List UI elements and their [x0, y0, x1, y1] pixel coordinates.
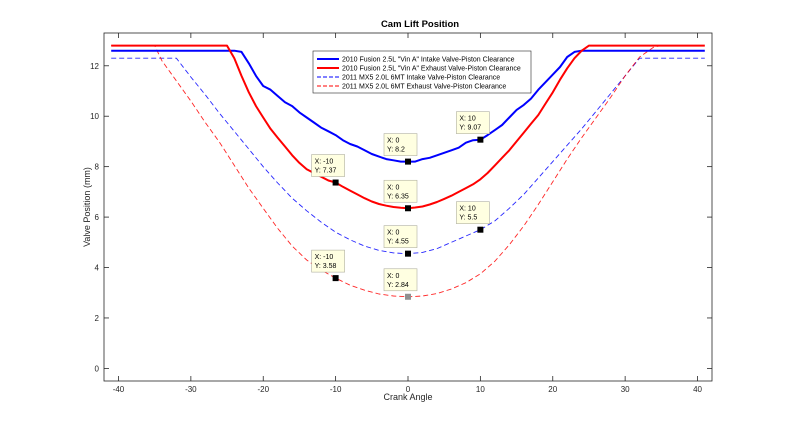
y-tick-label: 10: [90, 112, 99, 121]
data-tip-y: Y: 9.07: [459, 125, 481, 132]
data-tip-x: X: 0: [387, 230, 400, 237]
data-tip-marker[interactable]: [477, 226, 484, 233]
data-tip-box: [456, 201, 490, 224]
data-tip-y: Y: 3.58: [315, 263, 337, 270]
legend-label-fusion-intake: 2010 Fusion 2.5L "Vin A" Intake Valve-Pi…: [342, 57, 515, 64]
data-tip-box: [383, 268, 418, 292]
data-tip-y: Y: 4.55: [387, 239, 409, 246]
legend-label-fusion-exhaust: 2010 Fusion 2.5L "Vin A" Exhaust Valve-P…: [342, 66, 521, 73]
x-tick-label: -10: [330, 385, 342, 394]
data-tip-x: X: -10: [315, 254, 334, 261]
data-tip-marker[interactable]: [405, 205, 411, 212]
data-tip-marker[interactable]: [332, 179, 339, 186]
data-tip[interactable]: X: -10 Y: 7.37: [311, 154, 345, 186]
x-axis-label: Crank Angle: [383, 392, 432, 402]
x-tick-label: 30: [621, 385, 630, 394]
data-tip-x: X: 10: [459, 206, 475, 213]
y-tick-label: 2: [95, 314, 100, 323]
data-tip-box: [456, 111, 490, 134]
legend[interactable]: 2010 Fusion 2.5L "Vin A" Intake Valve-Pi…: [312, 50, 532, 94]
data-tip-box: [383, 225, 418, 248]
y-tick-label: 12: [90, 62, 99, 71]
data-tip-marker[interactable]: [405, 158, 411, 165]
data-tip-y: Y: 5.5: [459, 215, 477, 222]
y-axis-label: Valve Position (mm): [82, 167, 92, 247]
y-tick-label: 6: [95, 213, 100, 222]
data-tip-marker[interactable]: [405, 250, 411, 257]
x-tick-label: -30: [185, 385, 197, 394]
x-tick-label: 40: [693, 385, 702, 394]
legend-box: [312, 50, 532, 94]
data-tip-marker[interactable]: [405, 293, 411, 300]
y-tick-label: 4: [95, 264, 100, 273]
data-tip[interactable]: X: -10 Y: 3.58: [311, 249, 345, 282]
y-tick-label: 0: [95, 364, 100, 373]
data-tip-x: X: 0: [387, 138, 400, 145]
data-tip-box: [311, 249, 345, 273]
data-tips-layer: X: 0 Y: 8.2 X: 10 Y: 9.07 X: -10 Y: 7.37 X: 0 Y…: [311, 111, 490, 300]
data-tip-y: Y: 8.2: [387, 147, 405, 154]
data-tip[interactable]: X: 0 Y: 6.35: [383, 179, 418, 212]
chart-title: Cam Lift Position: [381, 19, 459, 30]
data-tip[interactable]: X: 10 Y: 5.5: [456, 201, 490, 233]
data-tip-box: [311, 154, 345, 177]
data-tip-box: [383, 179, 418, 203]
data-tip[interactable]: X: 0 Y: 4.55: [383, 225, 418, 257]
data-tip-y: Y: 6.35: [387, 193, 409, 200]
data-tip[interactable]: X: 0 Y: 8.2: [383, 133, 418, 165]
legend-label-mx5-intake: 2011 MX5 2.0L 6MT Intake Valve-Piston Cl…: [342, 75, 500, 82]
x-tick-label: 10: [476, 385, 485, 394]
data-tip-x: X: -10: [315, 159, 334, 166]
axes-ticks: -40 -30 -20 -10 0 10 20 30 40 0 2 4 6 8 10 12: [90, 33, 712, 394]
x-tick-label: 0: [406, 385, 411, 394]
y-tick-label: 8: [95, 163, 100, 172]
data-tip-y: Y: 2.84: [387, 282, 409, 289]
data-tip-marker[interactable]: [477, 136, 484, 143]
data-tip-marker[interactable]: [332, 275, 339, 282]
data-tip-x: X: 10: [459, 116, 475, 123]
x-tick-label: 20: [548, 385, 557, 394]
data-tip[interactable]: X: 10 Y: 9.07: [456, 111, 490, 143]
x-tick-label: -20: [257, 385, 269, 394]
legend-label-mx5-exhaust: 2011 MX5 2.0L 6MT Exhaust Valve-Piston C…: [342, 84, 506, 91]
data-tip-x: X: 0: [387, 273, 400, 280]
data-tip-box: [383, 133, 418, 156]
x-tick-label: -40: [113, 385, 125, 394]
data-tip-y: Y: 7.37: [315, 168, 337, 175]
data-tip[interactable]: X: 0 Y: 2.84: [383, 268, 418, 300]
data-tip-x: X: 0: [387, 184, 400, 191]
